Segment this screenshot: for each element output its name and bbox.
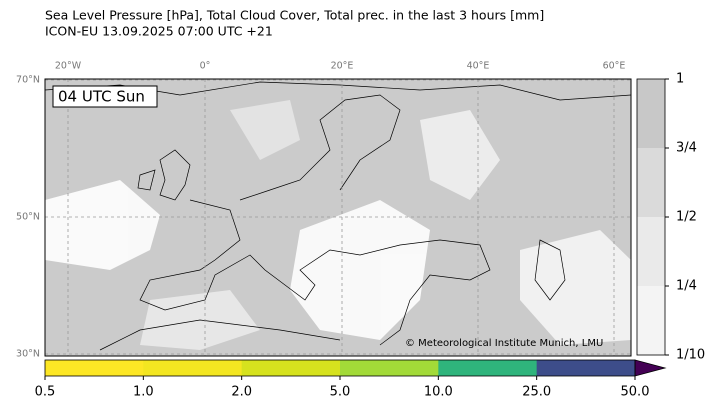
precip-colorbar-label: 50.0 <box>621 385 650 400</box>
precip-colorbar-segment <box>340 360 439 376</box>
latitude-label: 30°N <box>16 349 40 360</box>
map-frame <box>44 78 632 357</box>
precip-colorbar-segment <box>45 360 144 376</box>
cloud-colorbar-label: 1 <box>676 72 684 87</box>
precip-colorbar-label: 1.0 <box>133 385 154 400</box>
cloud-colorbar-segment <box>637 217 665 286</box>
precip-colorbar-segment <box>143 360 243 376</box>
longitude-label: 0° <box>200 61 211 72</box>
precip-colorbar-label: 0.5 <box>35 385 56 400</box>
cloud-colorbar-label: 1/4 <box>676 279 697 294</box>
longitude-label: 40°E <box>467 61 490 72</box>
time-label: 04 UTC Sun <box>58 88 145 106</box>
cloud-colorbar-label: 1/2 <box>676 210 697 225</box>
precip-colorbar-segment <box>241 360 341 376</box>
longitude-label: 20°W <box>55 61 82 72</box>
time-box <box>52 85 158 108</box>
precip-colorbar-label: 10.0 <box>424 385 453 400</box>
cloud-colorbar-segment <box>637 79 665 148</box>
cloud-colorbar-segment <box>637 286 665 355</box>
precip-colorbar-label: 5.0 <box>330 385 351 400</box>
precip-colorbar-extend <box>634 359 667 377</box>
map: 04 UTC Sun © Meteorological Institute Mu… <box>44 78 632 357</box>
cloud-colorbar-segment <box>637 148 665 217</box>
longitude-label: 60°E <box>603 61 626 72</box>
longitude-label: 20°E <box>331 61 354 72</box>
title-line: Sea Level Pressure [hPa], Total Cloud Co… <box>45 8 544 23</box>
precip-colorbar-label: 2.0 <box>231 385 252 400</box>
precip-colorbar-segment <box>438 360 538 376</box>
cloud-colorbar-label: 3/4 <box>676 141 697 156</box>
precip-colorbar-segment <box>536 360 636 376</box>
latitude-label: 50°N <box>16 212 40 223</box>
precip-colorbar-label: 25.0 <box>522 385 551 400</box>
graticule <box>45 79 631 356</box>
cloud-colorbar-label: 1/10 <box>676 348 705 363</box>
latitude-label: 70°N <box>16 75 40 86</box>
title-line: ICON-EU 13.09.2025 07:00 UTC +21 <box>45 24 273 39</box>
credit: © Meteorological Institute Munich, LMU <box>405 338 603 349</box>
